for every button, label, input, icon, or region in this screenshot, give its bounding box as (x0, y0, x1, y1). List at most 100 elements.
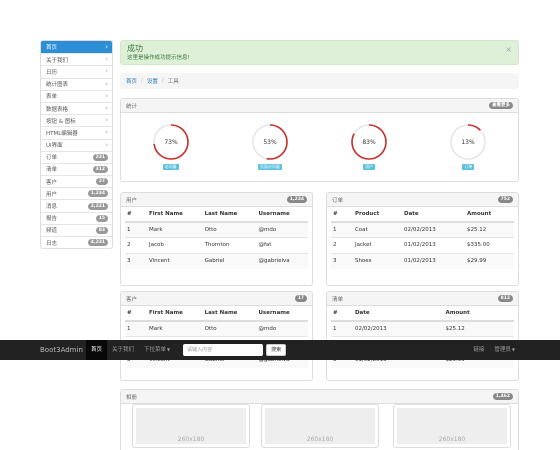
search-input[interactable]: 请输入内容 (183, 344, 264, 356)
sidebar-item[interactable]: 关于我们 › (41, 53, 112, 65)
close-icon[interactable]: × (505, 45, 512, 54)
sidebar-item[interactable]: HTML编辑器 › (41, 126, 112, 138)
table-row: 2 Jacob Thornton @fat (125, 237, 308, 253)
column-header: # (125, 207, 147, 223)
count-badge: 17 (294, 295, 307, 302)
sidebar-item[interactable]: 报告 15 (41, 211, 112, 224)
sidebar-item[interactable]: 表单 › (41, 89, 112, 102)
count-badge: 812 (497, 295, 513, 302)
progress-ring: 83% (351, 124, 387, 160)
caret-down-icon: ▼ (511, 347, 515, 352)
orders-panel: 订单 752 # Product Date Amount 1 Coat 02/02/2013… (326, 192, 519, 286)
table-cell: 01/02/2013 (402, 237, 465, 253)
list-panel: 清单 812 # Date Amount 1 02/02/2013 $25.12 3 01/0… (326, 291, 519, 381)
table-cell: 01/02/2013 (402, 252, 465, 269)
sidebar-item-label: 用户 (46, 191, 58, 198)
sidebar-item[interactable]: 统计图表 › (41, 77, 112, 90)
nav-home[interactable]: 首页 (86, 340, 108, 360)
thumbnail-placeholder: 260x180 (397, 408, 507, 444)
column-header: Date (352, 306, 444, 322)
sidebar-item[interactable]: UI界面 › (41, 138, 112, 151)
chevron-right-icon: › (105, 79, 108, 88)
count-badge: 4,231 (87, 239, 108, 247)
table-cell: Coat (352, 221, 403, 238)
nav-right: 链接 管理员▼ (468, 340, 560, 360)
sidebar-item[interactable]: 首页 › (41, 41, 112, 54)
alert-message: 这里是操作成功提示信息! (127, 55, 190, 61)
sidebar-item-label: 统计图表 (46, 82, 69, 89)
nav-admin[interactable]: 管理员▼ (489, 340, 520, 360)
breadcrumb-settings[interactable]: 设置 (146, 79, 158, 85)
chevron-right-icon: › (105, 140, 108, 149)
column-header: First Name (146, 207, 203, 223)
column-header: # (331, 207, 353, 223)
table-row: 1 Mark Otto @mdo (125, 221, 308, 238)
sidebar-item[interactable]: 日历 › (41, 65, 112, 77)
panel-header: 用户 1,234 (121, 193, 312, 207)
sidebar-item[interactable]: 客户 27 (41, 175, 112, 187)
panel-title: 客户 (126, 296, 138, 303)
sidebar-item[interactable]: 日志 4,231 (41, 236, 112, 248)
sidebar-item[interactable]: 订单 231 (41, 150, 112, 163)
sidebar-item-label: HTML编辑器 (46, 130, 78, 137)
stat-value: 83% (362, 139, 376, 146)
table-cell: @mdo (256, 320, 308, 337)
album-thumbnail[interactable]: 260x180 (132, 404, 250, 448)
chevron-right-icon: › (105, 67, 108, 76)
sidebar-item[interactable]: 数据表格 › (41, 101, 112, 114)
table-cell: @gabrielva (256, 252, 308, 269)
search-button[interactable]: 搜索 (266, 344, 287, 356)
stat-value: 73% (164, 139, 178, 146)
nav-dropdown-label: 下拉菜单 (144, 347, 167, 353)
panel-header: 清单 812 (327, 292, 518, 306)
thumbnail-placeholder: 260x180 (136, 408, 246, 444)
stat-item: 53% 页面访问量 (240, 122, 300, 170)
thumbnail-placeholder: 260x180 (265, 408, 375, 444)
sidebar-item-label: 清单 (46, 167, 58, 174)
sidebar-item[interactable]: 清单 312 (41, 162, 112, 175)
sidebar-item-label: 频道 (46, 228, 58, 235)
stat-value: 53% (263, 139, 277, 146)
users-panel: 用户 1,234 # First Name Last Name Username 1 Ma… (120, 192, 313, 286)
more-badge[interactable]: 查看更多 (489, 102, 513, 109)
nav-link[interactable]: 链接 (473, 347, 485, 353)
album-thumbnail[interactable]: 260x180 (393, 404, 511, 448)
column-header: First Name (146, 306, 203, 322)
table-row: 1 02/02/2013 $25.12 (331, 320, 514, 337)
stat-label: 订单 (462, 164, 475, 170)
panel-header: 客户 17 (121, 292, 312, 306)
top-navbar: Boot3Admin 首页 关于我们 下拉菜单▼ 请输入内容 搜索 链接 管理员… (0, 340, 560, 360)
column-header: Last Name (202, 207, 257, 223)
brand-logo[interactable]: Boot3Admin (40, 346, 83, 354)
album-panel: 相册 1,462 260x180 260x180 260x180 (120, 389, 519, 450)
panel-header: 订单 752 (327, 193, 518, 207)
nav-dropdown[interactable]: 下拉菜单▼ (139, 340, 175, 360)
sidebar-item[interactable]: 用户 1,234 (41, 187, 112, 199)
column-header: # (125, 306, 147, 322)
table-cell: Shoes (352, 252, 403, 269)
sidebar-item[interactable]: 频道 83 (41, 223, 112, 236)
breadcrumb: 首页 / 设置 / 工具 (120, 73, 519, 89)
nav-about[interactable]: 关于我们 (112, 347, 135, 353)
sidebar-item-label: 关于我们 (46, 57, 69, 64)
table-cell: Jacket (352, 237, 403, 253)
sidebar-item-label: 表单 (46, 94, 58, 101)
panel-title: 统计 (126, 103, 138, 110)
table-header-row: # Date Amount (331, 306, 514, 322)
breadcrumb-home[interactable]: 首页 (126, 79, 138, 85)
customers-panel: 客户 17 # First Name Last Name Username 1 Mark O… (120, 291, 313, 381)
sidebar-item[interactable]: 按钮 & 图标 › (41, 114, 112, 126)
table-cell: 1 (331, 320, 353, 337)
table-cell: Otto (202, 221, 257, 238)
alert-title: 成功 (127, 44, 143, 53)
album-thumbnail[interactable]: 260x180 (261, 404, 379, 448)
progress-ring: 13% (450, 124, 487, 160)
sidebar-nav: 首页 › 关于我们 › 日历 › 统计图表 › 表单 › 数据表格 › 按钮 & 图标 › HTML编辑器 ›… (40, 40, 113, 250)
sidebar-item[interactable]: 消息 2,221 (41, 199, 112, 211)
stat-item: 13% 订单 (438, 122, 498, 170)
table-cell: Vincent (146, 252, 203, 269)
count-badge: 83 (95, 226, 108, 234)
chevron-right-icon: › (105, 91, 108, 100)
stat-item: 73% 访问量 (141, 122, 201, 170)
table-cell: 3 (125, 252, 147, 269)
